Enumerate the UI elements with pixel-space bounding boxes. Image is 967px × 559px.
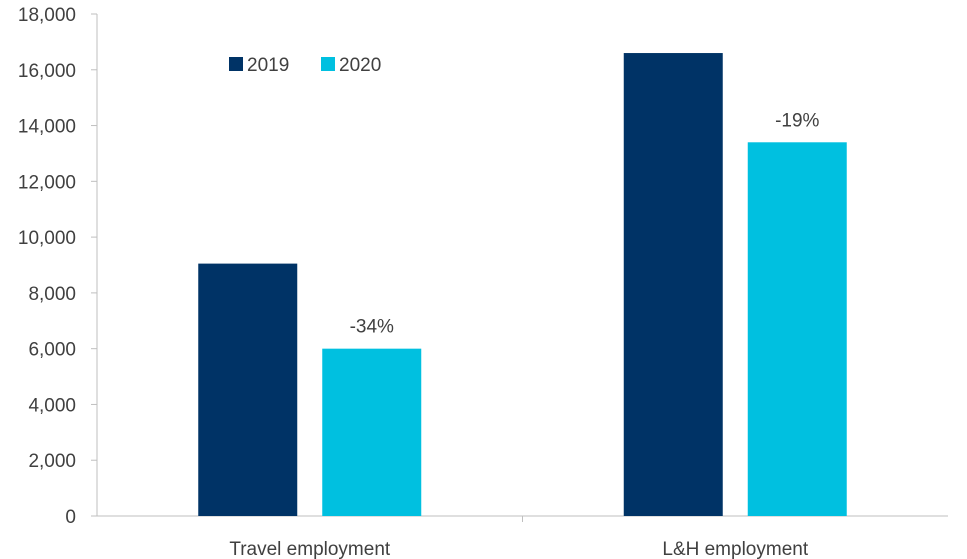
y-tick-label: 18,000 [18,5,76,26]
y-tick-label: 12,000 [18,172,76,193]
legend-label: 2019 [247,55,289,76]
y-tick-label: 0 [65,507,76,528]
legend-swatch-2019 [229,57,243,71]
y-tick-label: 10,000 [18,228,76,249]
y-tick-label: 6,000 [28,340,76,361]
bar-2019-0 [198,263,298,516]
bar-2020-1 [747,142,847,517]
legend-label: 2020 [339,55,381,76]
x-category-label: L&H employment [662,539,808,559]
data-label: -19% [775,110,819,131]
y-tick-label: 4,000 [28,395,76,416]
x-category-label: Travel employment [229,539,391,559]
legend-swatch-2020 [321,57,335,71]
y-tick-label: 2,000 [28,451,76,472]
y-tick-label: 14,000 [18,117,76,138]
bar-2020-0 [322,348,422,516]
bar-2019-1 [623,53,723,517]
y-tick-label: 8,000 [28,284,76,305]
y-tick-label: 16,000 [18,61,76,82]
data-label: -34% [350,317,394,338]
